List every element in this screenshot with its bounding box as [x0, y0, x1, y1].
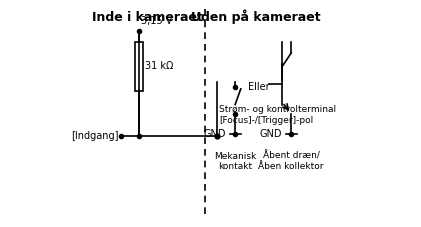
Text: [Indgang]: [Indgang]	[71, 131, 119, 141]
Text: 31 kΩ: 31 kΩ	[145, 62, 173, 72]
Text: Inde i kameraet: Inde i kameraet	[92, 11, 203, 24]
Text: 3,15 V: 3,15 V	[141, 16, 172, 26]
Text: Mekanisk
kontakt: Mekanisk kontakt	[214, 152, 256, 171]
Text: Strøm- og kontrolterminal
[Focus]-/[Trigger]-pol: Strøm- og kontrolterminal [Focus]-/[Trig…	[219, 105, 337, 125]
Text: Eller: Eller	[248, 81, 269, 91]
Text: Uden på kameraet: Uden på kameraet	[191, 10, 320, 24]
Bar	[135, 42, 143, 91]
Text: GND: GND	[204, 129, 226, 139]
Text: GND: GND	[260, 129, 282, 139]
Text: Åbent dræn/
Åben kollektor: Åbent dræn/ Åben kollektor	[258, 152, 324, 171]
